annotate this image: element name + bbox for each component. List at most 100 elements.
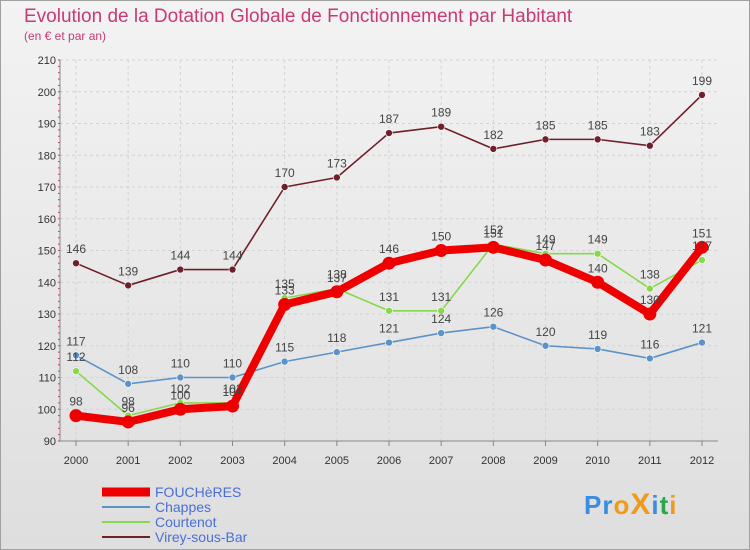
data-label: 135	[275, 277, 295, 291]
x-tick-label: 2004	[272, 455, 296, 467]
data-point	[646, 354, 654, 363]
data-point	[333, 173, 341, 182]
axes: 90 100 110 120 130 140 150 160 170 180 190 200 210 20…	[38, 55, 718, 467]
x-tick-label: 2012	[690, 455, 714, 467]
data-point	[226, 399, 239, 413]
data-label: 149	[588, 233, 608, 247]
data-point	[72, 367, 80, 375]
data-label: 173	[327, 156, 347, 170]
data-label: 147	[535, 239, 555, 253]
data-label: 126	[483, 306, 503, 320]
data-label: 110	[171, 357, 190, 371]
data-label: 182	[483, 128, 503, 142]
y-tick-label: 150	[38, 246, 56, 258]
data-label: 108	[118, 363, 138, 377]
data-label: 121	[692, 322, 712, 336]
data-point	[486, 240, 500, 254]
data-point	[228, 373, 237, 382]
x-tick-label: 2011	[638, 455, 662, 467]
logo-letter: i	[651, 490, 660, 520]
data-point	[121, 415, 135, 429]
data-point	[539, 253, 552, 267]
logo-letter: o	[613, 490, 631, 520]
x-tick-label: 2006	[377, 455, 401, 467]
y-tick-label: 170	[38, 182, 56, 194]
y-tick-label: 190	[38, 119, 56, 131]
data-label: 183	[640, 125, 660, 139]
y-tick-label: 100	[38, 404, 56, 416]
y-tick-label: 90	[44, 436, 56, 448]
data-label: 144	[170, 249, 190, 263]
data-point	[280, 357, 289, 366]
data-point	[593, 345, 602, 353]
data-label: 138	[327, 268, 347, 282]
legend-label: Virey-sous-Bar	[155, 529, 248, 545]
y-tick-label: 210	[38, 55, 56, 67]
proxiti-logo: ProXiti	[584, 488, 678, 522]
data-point	[593, 249, 602, 258]
data-point	[437, 307, 445, 315]
data-label: 185	[588, 118, 608, 132]
data-point	[434, 244, 448, 257]
data-label: 102	[222, 382, 242, 396]
data-point	[228, 265, 237, 274]
x-tick-label: 2007	[429, 455, 453, 467]
data-label: 96	[121, 401, 135, 415]
data-point	[176, 265, 185, 274]
data-point	[698, 91, 706, 99]
y-tick-label: 200	[38, 87, 56, 99]
data-point	[437, 329, 445, 337]
x-tick-label: 2008	[481, 455, 505, 467]
data-point	[72, 259, 80, 268]
y-tick-label: 140	[38, 277, 56, 289]
data-label: 115	[275, 341, 294, 355]
data-label: 121	[379, 322, 399, 336]
data-label: 118	[327, 331, 346, 345]
data-label: 170	[275, 166, 295, 180]
data-point	[333, 348, 341, 356]
data-point	[385, 338, 393, 347]
x-tick-label: 2000	[64, 455, 88, 467]
data-point	[173, 402, 187, 416]
data-label: 149	[535, 233, 555, 247]
data-label: 112	[66, 350, 85, 364]
data-label: 151	[483, 226, 503, 240]
data-label: 189	[431, 106, 451, 120]
data-point	[541, 135, 550, 144]
data-label: 98	[69, 395, 83, 409]
data-label: 124	[431, 312, 451, 326]
data-point	[385, 307, 393, 315]
x-tick-label: 2009	[533, 455, 557, 467]
data-label: 185	[535, 118, 555, 132]
x-tick-label: 2003	[220, 455, 244, 467]
data-label: 144	[222, 249, 242, 263]
data-point	[593, 135, 602, 144]
data-point	[124, 380, 132, 388]
legend-label: Chappes	[155, 499, 211, 515]
logo-letter: P	[584, 490, 603, 520]
x-tick-label: 2005	[325, 455, 349, 467]
data-label: 187	[379, 112, 399, 126]
data-label: 131	[431, 290, 451, 304]
data-label: 140	[588, 261, 608, 275]
data-label: 131	[379, 290, 399, 304]
data-point	[646, 284, 654, 293]
x-tick-label: 2001	[116, 455, 140, 467]
data-point	[124, 281, 132, 290]
data-label: 146	[66, 242, 86, 256]
series-layer	[69, 91, 709, 429]
data-labels: 146 139 144 144 170 173 187 189 182 185 185 183 199 1…	[66, 74, 712, 415]
y-tick-label: 110	[38, 373, 56, 385]
data-label: 147	[692, 239, 712, 253]
y-tick-label: 130	[38, 309, 56, 321]
data-label: 100	[170, 388, 190, 402]
data-point	[69, 409, 83, 423]
data-label: 98	[121, 395, 135, 409]
legend-label: FOUCHèRES	[155, 484, 241, 500]
data-point	[695, 240, 709, 254]
data-point	[646, 141, 654, 150]
data-point	[385, 129, 393, 137]
data-point	[72, 351, 80, 360]
data-label: 110	[223, 357, 242, 371]
